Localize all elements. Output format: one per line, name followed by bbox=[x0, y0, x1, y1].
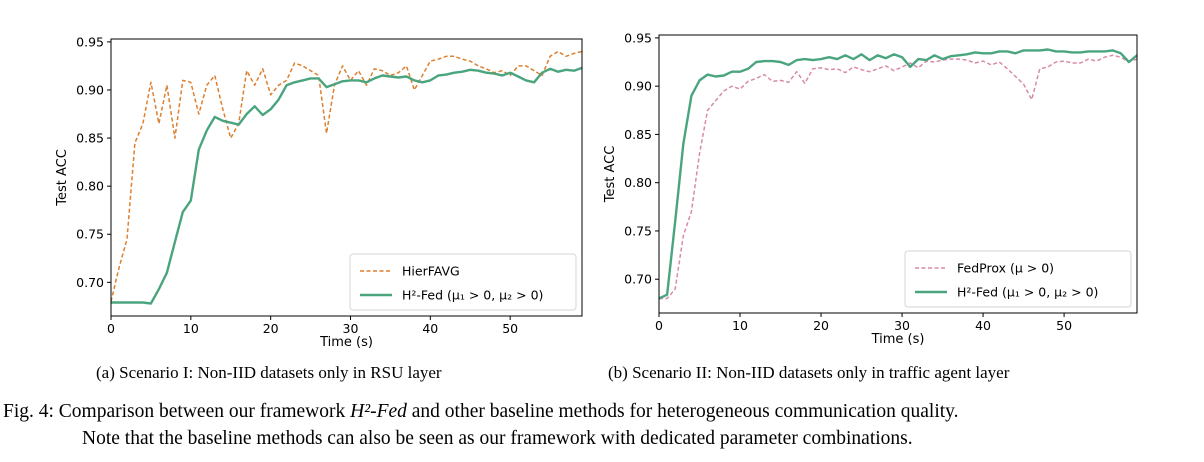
series-line-1 bbox=[659, 54, 1138, 300]
x-tick-label: 50 bbox=[1056, 318, 1072, 333]
x-tick-label: 30 bbox=[894, 318, 910, 333]
legend-label-2: H²-Fed (μ₁ > 0, μ₂ > 0) bbox=[957, 285, 1098, 300]
y-tick-label: 0.95 bbox=[76, 34, 104, 49]
x-tick-label: 10 bbox=[732, 318, 748, 333]
plot-frame bbox=[110, 38, 583, 317]
x-axis-label: Time (s) bbox=[871, 332, 925, 347]
plot-frame bbox=[658, 34, 1138, 314]
y-tick-label: 0.80 bbox=[76, 179, 104, 194]
chart-scenario-2: 0 10 20 30 40 50 0.70 0.75 0.80 0.85 0.90 0.95 Time … bbox=[603, 30, 1138, 347]
y-axis-label: Test ACC bbox=[55, 149, 70, 207]
x-tick-label: 20 bbox=[263, 321, 279, 336]
y-tick-label: 0.90 bbox=[624, 79, 652, 94]
framework-name: H²-Fed bbox=[350, 401, 407, 422]
y-tick-label: 0.85 bbox=[76, 131, 104, 146]
x-tick-label: 30 bbox=[343, 321, 359, 336]
y-axis-label: Test ACC bbox=[603, 146, 618, 204]
y-tick-label: 0.70 bbox=[76, 275, 104, 290]
x-tick-label: 0 bbox=[107, 321, 115, 336]
series-line-2 bbox=[658, 48, 1138, 300]
x-tick-label: 50 bbox=[502, 321, 518, 336]
y-tick-label: 0.85 bbox=[624, 127, 652, 142]
x-tick-label: 40 bbox=[975, 318, 991, 333]
series-line-1 bbox=[110, 50, 583, 302]
y-tick-label: 0.70 bbox=[624, 272, 652, 287]
legend-label-1: FedProx (μ > 0) bbox=[957, 261, 1054, 276]
y-tick-label: 0.90 bbox=[76, 82, 104, 97]
x-tick-label: 10 bbox=[183, 321, 199, 336]
y-tick-label: 0.75 bbox=[76, 227, 104, 242]
legend-label-1: HierFAVG bbox=[402, 264, 460, 279]
subcaption-b: (b) Scenario II: Non-IID datasets only i… bbox=[608, 363, 1010, 382]
figure-caption-rest: and other baseline methods for heterogen… bbox=[406, 401, 959, 422]
legend-box bbox=[904, 250, 1132, 308]
subcaption-a: (a) Scenario I: Non-IID datasets only in… bbox=[96, 363, 442, 382]
y-tick-label: 0.80 bbox=[624, 175, 652, 190]
x-tick-label: 20 bbox=[813, 318, 829, 333]
x-axis-label: Time (s) bbox=[319, 335, 373, 350]
figure-caption-line-2: Note that the baseline methods can also … bbox=[82, 428, 913, 449]
legend-label-2: H²-Fed (μ₁ > 0, μ₂ > 0) bbox=[402, 288, 543, 303]
series-line-2 bbox=[111, 66, 583, 305]
y-tick-label: 0.95 bbox=[624, 30, 652, 45]
y-tick-label: 0.75 bbox=[624, 223, 652, 238]
x-tick-label: 0 bbox=[655, 318, 663, 333]
figure-caption-prefix: Fig. 4: Comparison between our framework bbox=[3, 401, 351, 422]
legend-box bbox=[349, 253, 577, 311]
figure-caption-line-1: Fig. 4: Comparison between our framework… bbox=[3, 401, 959, 423]
x-tick-label: 40 bbox=[422, 321, 438, 336]
chart-scenario-1: 0 10 20 30 40 50 0.70 0.75 0.80 0.85 0.90 0.95 Time … bbox=[55, 34, 583, 350]
